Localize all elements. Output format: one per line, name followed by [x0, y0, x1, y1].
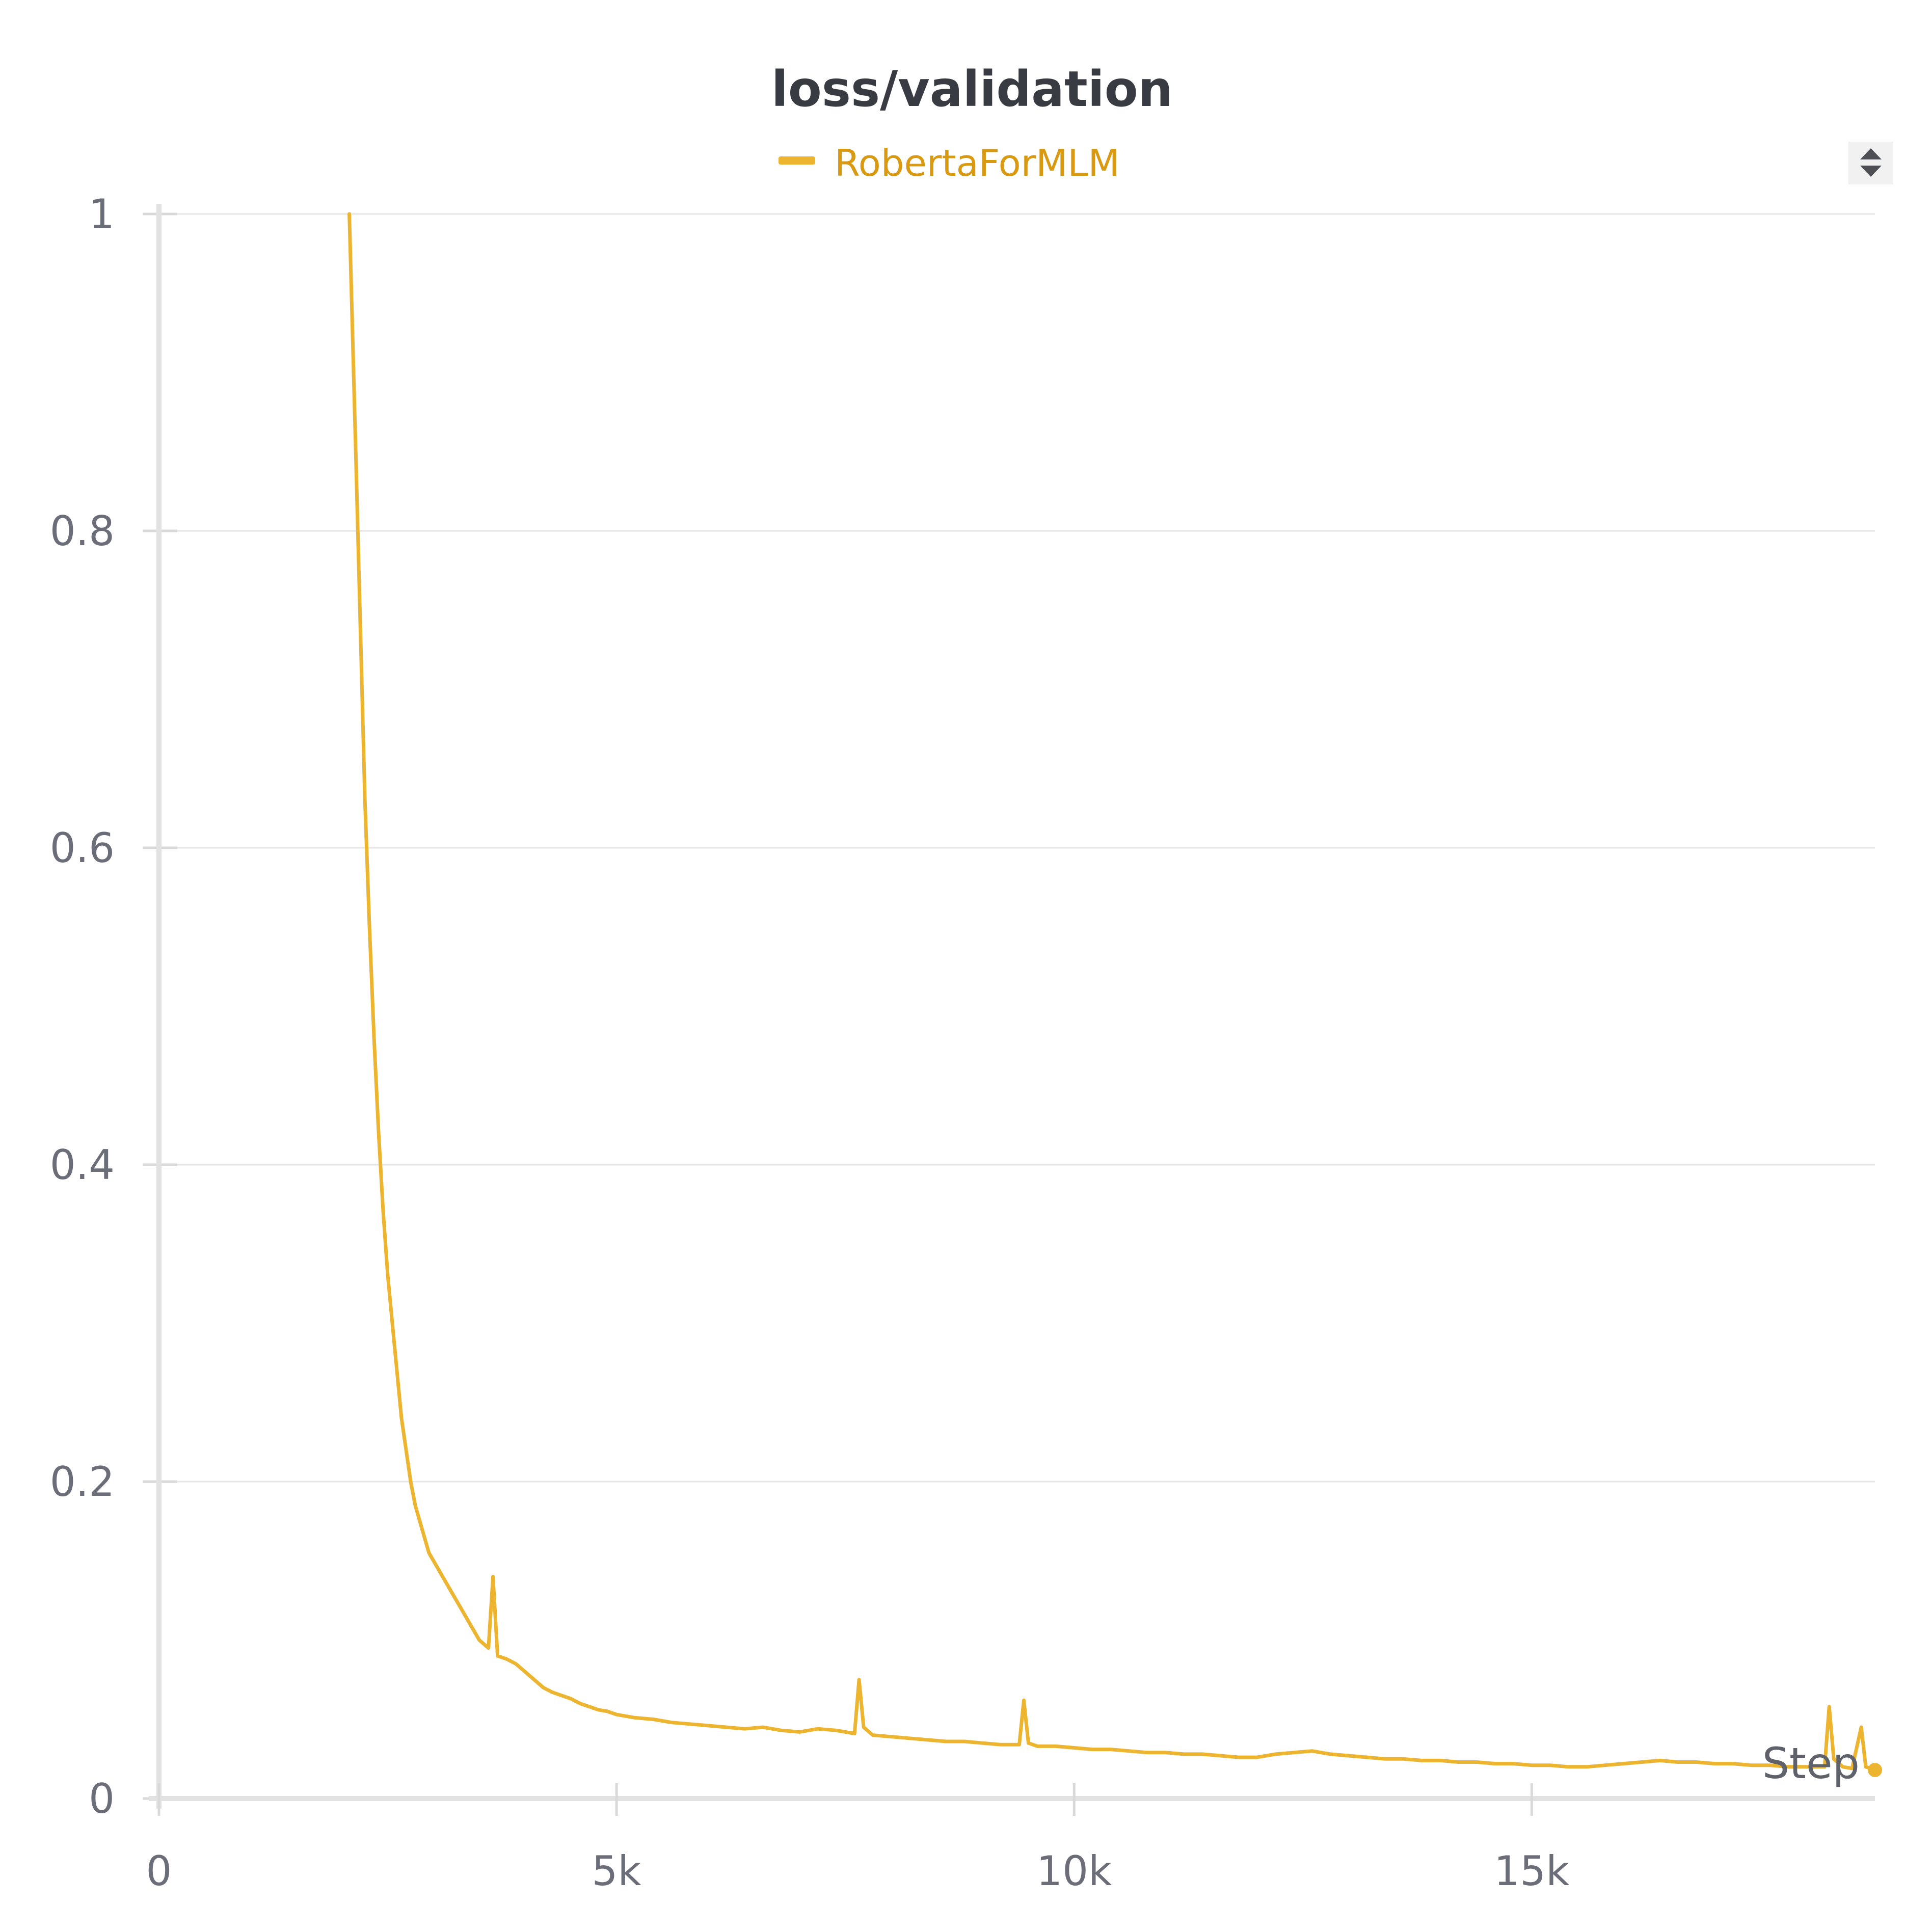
y-tick-label: 1 [89, 191, 115, 238]
legend-swatch [779, 156, 815, 165]
series-layer [347, 212, 1882, 1778]
x-axis-title: Step [1762, 1738, 1860, 1788]
y-tick-label: 0.2 [50, 1458, 115, 1506]
chart-title: loss/validation [771, 61, 1173, 118]
series-end-point [1868, 1763, 1882, 1778]
y-tick-label: 0 [89, 1775, 115, 1822]
y-tick-label: 0.4 [50, 1141, 115, 1189]
y-tick-label: 0.6 [50, 824, 115, 872]
legend-sort-button-background[interactable] [1848, 142, 1893, 184]
x-tick-label: 15k [1494, 1847, 1570, 1895]
sort-updown-icon [1860, 148, 1882, 177]
x-tick-label: 5k [592, 1847, 642, 1895]
legend: RobertaForMLM [779, 142, 1120, 184]
x-tick-label: 10k [1036, 1847, 1112, 1895]
series-line-robertaformlm [347, 212, 1877, 1772]
tick-labels: 0 0.2 0.4 0.6 0.8 1 0 5k 10k 15k [50, 191, 1570, 1895]
y-tick-label: 0.8 [50, 507, 115, 555]
gridlines [159, 213, 1875, 1483]
axes [143, 204, 1875, 1816]
x-tick-label: 0 [146, 1847, 172, 1895]
legend-label: RobertaForMLM [835, 142, 1120, 184]
legend-sort-button[interactable] [1848, 142, 1893, 184]
